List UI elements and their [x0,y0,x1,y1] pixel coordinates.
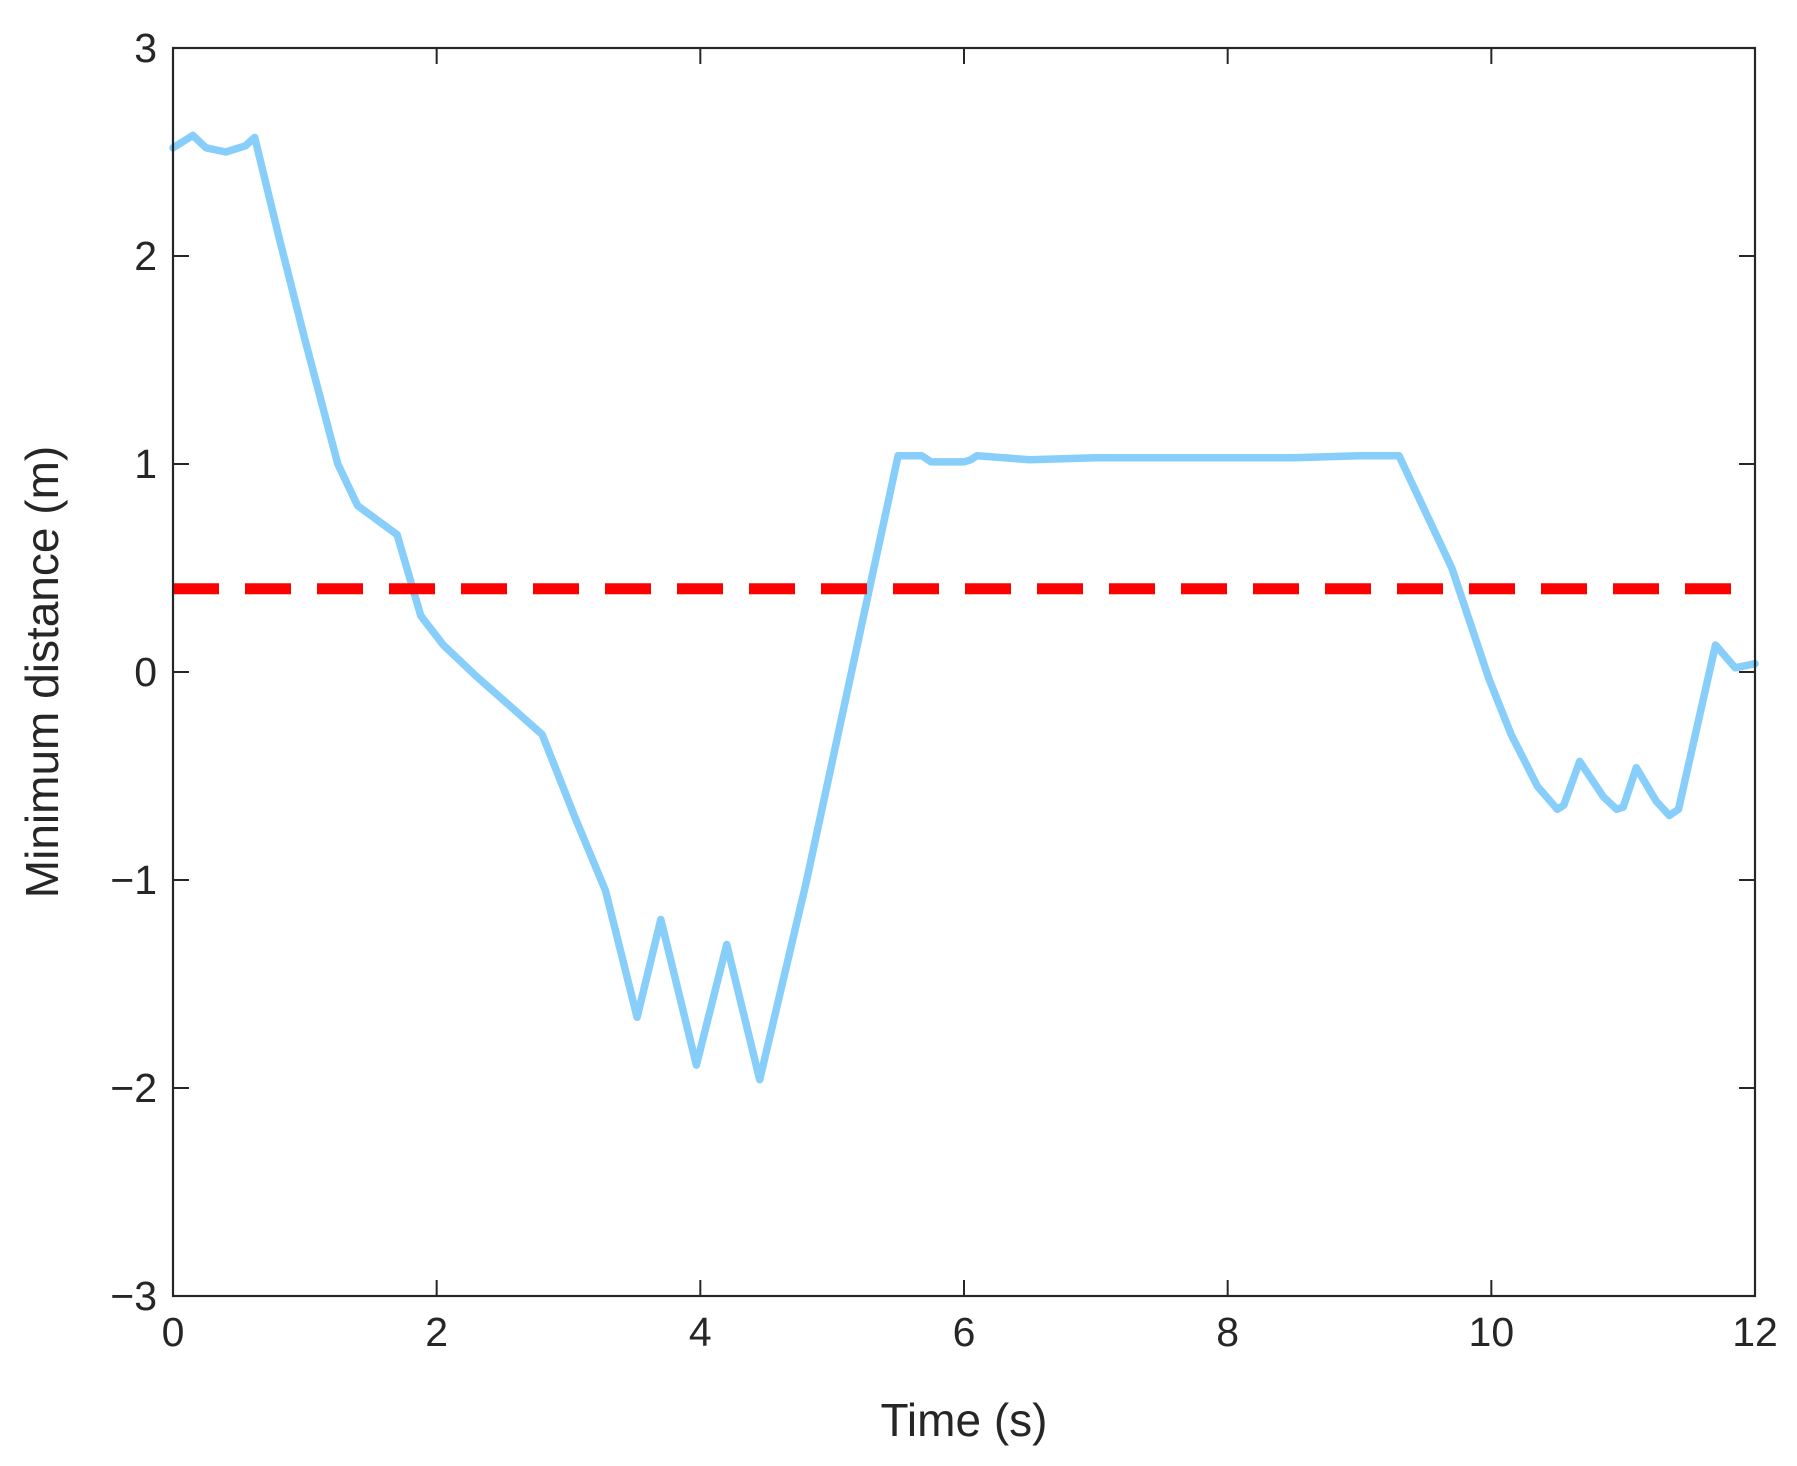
x-axis-label: Time (s) [881,1394,1048,1446]
x-tick-label: 4 [689,1309,712,1355]
distance-series-line [169,131,1759,1084]
plot-background [173,48,1755,1296]
x-tick-label: 6 [953,1309,976,1355]
y-tick-label: 1 [134,441,157,487]
x-tick-label: 10 [1469,1309,1515,1355]
y-tick-label: −3 [110,1273,157,1319]
x-tick-label: 0 [162,1309,185,1355]
y-tick-label: 3 [134,25,157,71]
y-tick-label: 0 [134,649,157,695]
series-layer [169,131,1759,1084]
x-tick-label: 12 [1732,1309,1778,1355]
y-tick-label: −1 [110,857,157,903]
y-tick-label: −2 [110,1065,157,1111]
y-tick-label: 2 [134,233,157,279]
y-axis-label: Minimum distance (m) [16,446,68,898]
x-tick-label: 8 [1216,1309,1239,1355]
x-tick-label: 2 [425,1309,448,1355]
